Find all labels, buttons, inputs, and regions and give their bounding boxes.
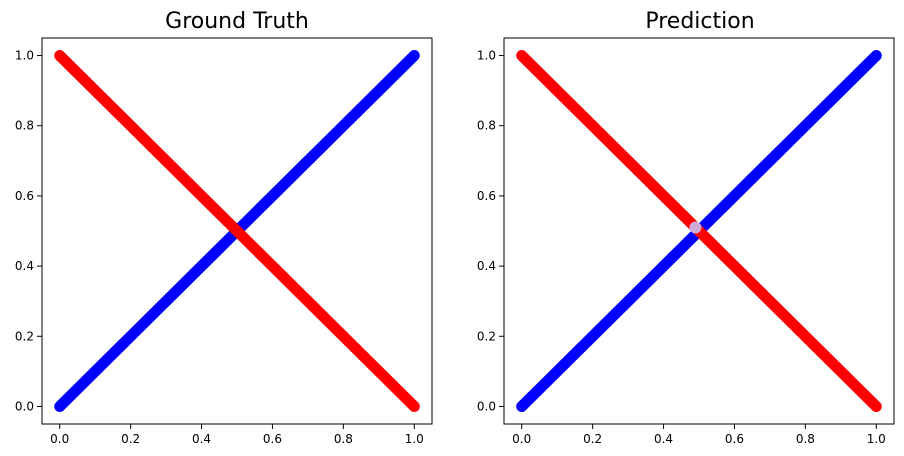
x-tick-label: 0.0 bbox=[50, 432, 69, 446]
y-tick-label: 0.8 bbox=[15, 119, 34, 133]
x-tick-label: 1.0 bbox=[867, 432, 886, 446]
overlap-highlight-point bbox=[689, 221, 702, 234]
y-tick-label: 0.6 bbox=[477, 189, 496, 203]
x-tick-label: 0.8 bbox=[796, 432, 815, 446]
y-tick-label: 0.4 bbox=[477, 259, 496, 273]
chart-title: Ground Truth bbox=[165, 9, 309, 34]
x-tick-label: 0.6 bbox=[725, 432, 744, 446]
y-tick-label: 0.6 bbox=[15, 189, 34, 203]
y-tick-label: 1.0 bbox=[15, 49, 34, 63]
y-tick-label: 0.2 bbox=[477, 329, 496, 343]
x-tick-label: 0.2 bbox=[583, 432, 602, 446]
series-red-points bbox=[54, 50, 420, 412]
x-tick-label: 0.0 bbox=[512, 432, 531, 446]
x-tick-label: 0.4 bbox=[192, 432, 211, 446]
chart-title: Prediction bbox=[645, 9, 754, 34]
x-axis-ticks: 0.0 0.2 0.4 0.6 0.8 1.0 bbox=[50, 424, 424, 446]
y-tick-label: 0.8 bbox=[477, 119, 496, 133]
chart-prediction: Prediction 0.0 0.2 0.4 0.6 0.8 1.0 0.00.20.40… bbox=[477, 9, 895, 446]
plot-frame bbox=[41, 37, 433, 425]
y-tick-label: 1.0 bbox=[477, 49, 496, 63]
y-tick-label: 0.0 bbox=[15, 399, 34, 413]
plot-frame bbox=[503, 37, 895, 425]
chart-ground-truth: Ground Truth 0.0 0.2 0.4 0.6 0.8 1.0 0.00.20.… bbox=[15, 9, 433, 446]
x-axis-ticks: 0.0 0.2 0.4 0.6 0.8 1.0 bbox=[512, 424, 886, 446]
x-tick-label: 0.6 bbox=[263, 432, 282, 446]
x-tick-label: 0.2 bbox=[121, 432, 140, 446]
x-tick-label: 1.0 bbox=[405, 432, 424, 446]
y-axis-ticks: 0.0 0.2 0.4 0.6 0.8 1.0 bbox=[15, 49, 42, 413]
y-tick-label: 0.2 bbox=[15, 329, 34, 343]
scatter-marks bbox=[54, 50, 420, 412]
scatter-marks bbox=[516, 50, 882, 412]
y-axis-ticks: 0.0 0.2 0.4 0.6 0.8 1.0 bbox=[477, 49, 504, 413]
y-tick-label: 0.0 bbox=[477, 399, 496, 413]
x-tick-label: 0.4 bbox=[654, 432, 673, 446]
x-tick-label: 0.8 bbox=[334, 432, 353, 446]
y-tick-label: 0.4 bbox=[15, 259, 34, 273]
